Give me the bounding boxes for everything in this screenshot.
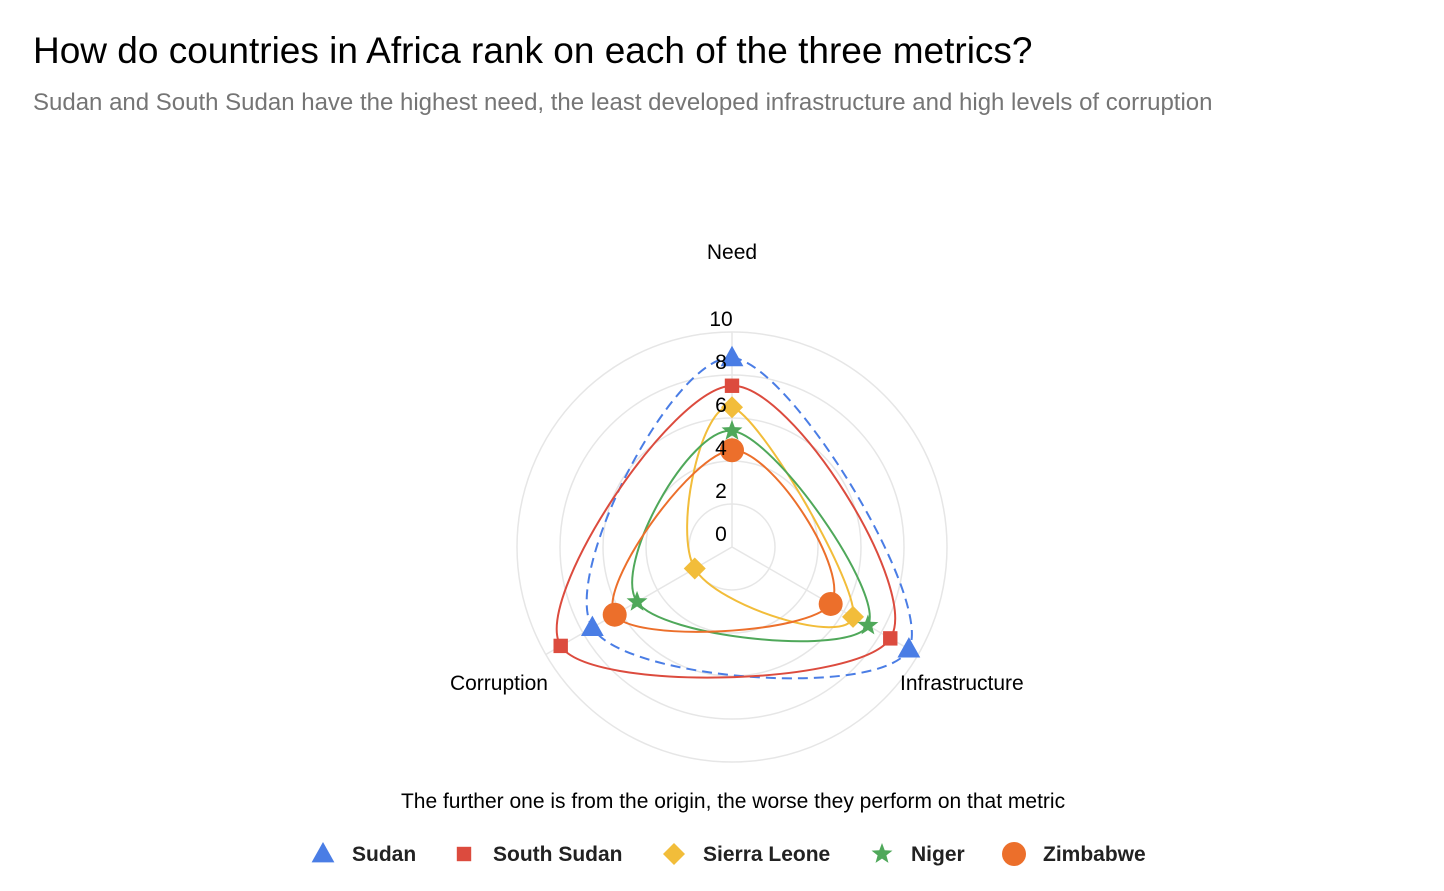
radial-tick-label: 0 [715, 523, 727, 546]
legend-label-sudan: Sudan [352, 843, 416, 866]
data-point-sudan [580, 615, 604, 637]
radial-tick-label: 6 [715, 394, 727, 417]
legend-item-south-sudan[interactable]: South Sudan [456, 843, 623, 866]
legend-label-zimbabwe: Zimbabwe [1043, 843, 1146, 866]
series-line-zimbabwe [611, 449, 836, 633]
legend-marker-sierra-leone [663, 843, 685, 865]
legend-marker-sudan [311, 842, 335, 863]
data-point-zimbabwe [720, 438, 744, 463]
radial-tick-label: 2 [715, 480, 727, 503]
data-point-sudan [897, 637, 921, 658]
legend-item-zimbabwe[interactable]: Zimbabwe [1002, 842, 1146, 866]
data-point-zimbabwe [818, 591, 843, 616]
data-point-sudan [720, 345, 744, 367]
legend-item-niger[interactable]: Niger [871, 843, 965, 866]
chart-subtitle: Sudan and South Sudan have the highest n… [33, 89, 1213, 116]
data-point-south-sudan [724, 378, 740, 393]
data-point-sierra-leone [683, 557, 706, 580]
radial-tick-label: 4 [715, 437, 727, 460]
chart-note: The further one is from the origin, the … [401, 790, 1065, 813]
legend-marker-niger [871, 843, 893, 863]
data-point-zimbabwe [602, 602, 627, 627]
chart-series [553, 345, 921, 680]
data-point-south-sudan [553, 638, 568, 654]
axis-label-corruption: Corruption [450, 672, 548, 695]
radial-tick-label: 8 [715, 351, 727, 374]
series-line-south-sudan [555, 384, 897, 679]
data-point-south-sudan [883, 631, 898, 646]
series-line-niger [631, 429, 871, 643]
series-sierra-leone [683, 396, 865, 629]
radial-tick-label: 10 [709, 308, 732, 331]
data-point-niger [857, 614, 879, 635]
legend-marker-south-sudan [456, 846, 472, 862]
legend-label-south-sudan: South Sudan [493, 843, 623, 866]
legend-label-niger: Niger [911, 843, 965, 866]
axis-label-infrastructure: Infrastructure [900, 672, 1024, 695]
legend-marker-zimbabwe [1002, 842, 1026, 866]
series-south-sudan [553, 378, 898, 679]
data-point-niger [626, 590, 648, 611]
chart-legend[interactable]: Sudan South Sudan Sierra Leone Niger Zimbabw… [311, 842, 1146, 866]
legend-item-sudan[interactable]: Sudan [311, 842, 417, 866]
series-niger [626, 419, 879, 643]
chart-title: How do countries in Africa rank on each … [33, 30, 1033, 71]
chart-grid [516, 331, 948, 763]
legend-item-sierra-leone[interactable]: Sierra Leone [663, 843, 830, 866]
axis-label-need: Need [707, 241, 757, 264]
data-point-niger [721, 419, 743, 440]
chart-labels: 0 2 4 6 8 10 Need Infrastructure Corruption [450, 241, 1024, 695]
data-point-sierra-leone [721, 396, 743, 419]
legend-label-sierra-leone: Sierra Leone [703, 843, 830, 866]
series-zimbabwe [602, 438, 843, 633]
